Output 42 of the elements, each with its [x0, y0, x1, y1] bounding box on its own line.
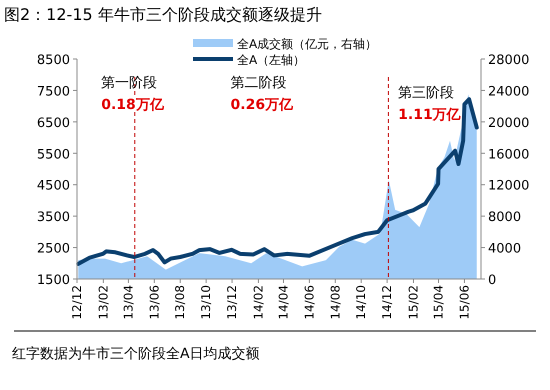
annotation: 第二阶段: [230, 75, 287, 91]
annotation: 1.11万亿: [398, 107, 462, 123]
y-tick-label: 1500: [36, 273, 70, 288]
x-tick-label: 13/06: [147, 285, 162, 320]
y2-tick-label: 0: [488, 273, 496, 288]
x-tick-label: 14/06: [302, 285, 316, 320]
chart-title: 图2：12-15 年牛市三个阶段成交额逐级提升: [4, 5, 322, 24]
y2-tick-label: 20000: [488, 116, 530, 131]
legend-label: 全A（左轴）: [237, 53, 306, 67]
x-tick-label: 13/04: [121, 285, 136, 320]
x-tick-label: 15/06: [457, 285, 472, 320]
x-tick-label: 15/02: [406, 285, 420, 320]
x-tick-label: 15/04: [432, 285, 446, 320]
x-tick-label: 12/12: [70, 285, 84, 320]
x-tick-label: 14/02: [251, 285, 266, 320]
y-tick-label: 2500: [36, 242, 70, 257]
y2-tick-label: 12000: [488, 178, 530, 194]
y2-tick-label: 16000: [488, 147, 530, 162]
y-tick-label: 5500: [36, 147, 70, 162]
y2-tick-label: 8000: [488, 210, 522, 226]
legend-label: 全A成交额（亿元，右轴）: [237, 37, 378, 51]
y-tick-label: 8500: [36, 53, 70, 68]
annotation: 第三阶段: [398, 85, 454, 101]
x-tick-label: 13/02: [96, 285, 110, 320]
y-tick-label: 7500: [36, 84, 70, 100]
annotation: 第一阶段: [101, 75, 158, 91]
y-tick-label: 3500: [36, 210, 70, 226]
x-tick-label: 14/04: [276, 285, 290, 320]
y2-tick-label: 4000: [488, 242, 522, 257]
y2-tick-label: 24000: [488, 84, 530, 100]
x-tick-label: 14/10: [354, 285, 368, 320]
y-tick-label: 4500: [36, 178, 70, 194]
y-tick-label: 6500: [36, 116, 70, 131]
x-tick-label: 14/08: [328, 285, 342, 320]
annotation: 0.18万亿: [101, 97, 165, 113]
x-tick-label: 13/10: [199, 285, 214, 320]
text: 红字数据为牛市三个阶段全A日均成交额: [12, 346, 260, 362]
x-tick-label: 13/12: [225, 285, 240, 320]
y2-tick-label: 28000: [488, 53, 530, 68]
annotation: 0.26万亿: [230, 97, 294, 113]
x-tick-label: 13/08: [173, 285, 188, 320]
x-tick-label: 14/12: [380, 285, 394, 320]
